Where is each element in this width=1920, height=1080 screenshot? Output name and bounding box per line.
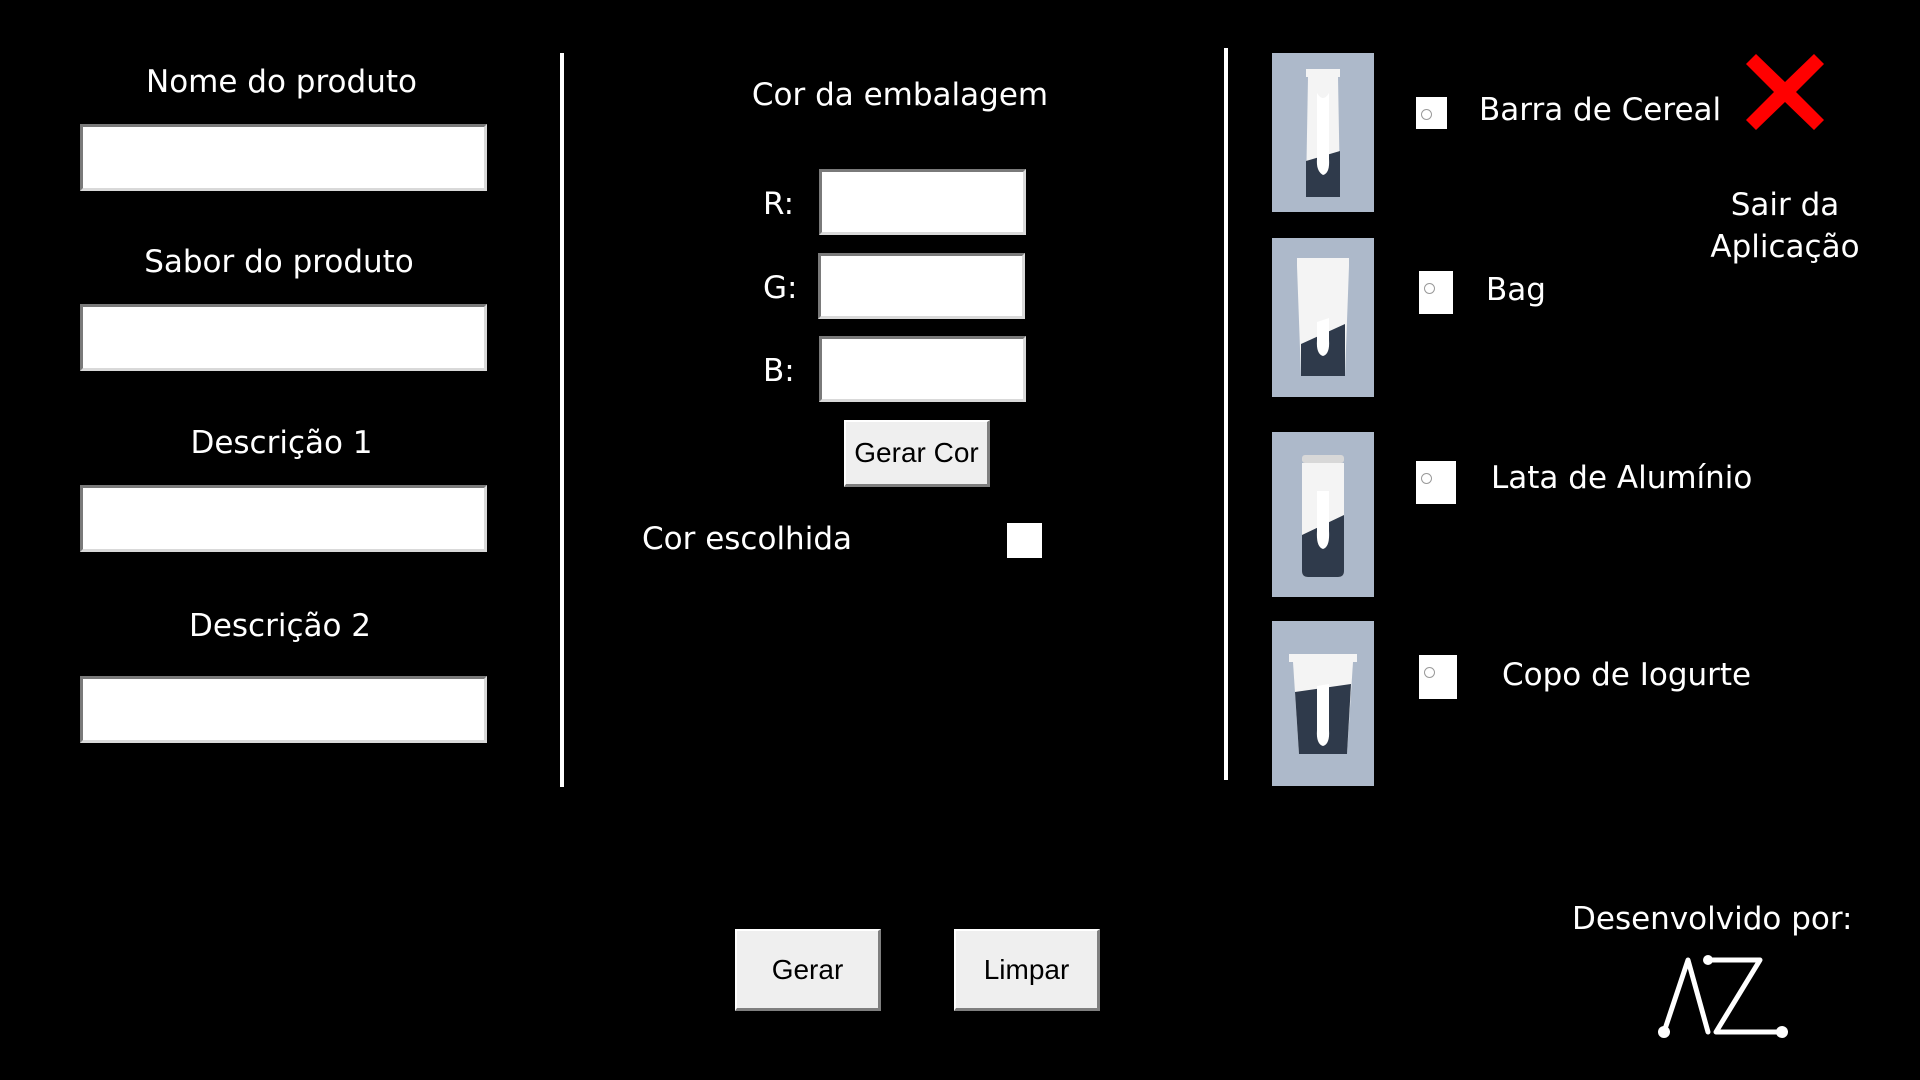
green-input[interactable] (818, 253, 1025, 319)
yogurt-cup-radio[interactable] (1419, 655, 1457, 699)
generate-button[interactable]: Gerar (735, 929, 881, 1011)
radio-dot-icon (1424, 283, 1435, 294)
exit-button[interactable] (1742, 50, 1828, 134)
chosen-color-label: Cor escolhida (642, 521, 852, 557)
aluminum-can-thumbnail (1272, 432, 1374, 597)
product-name-input[interactable] (80, 124, 487, 191)
yogurt-cup-label: Copo de Iogurte (1502, 657, 1752, 693)
chosen-color-swatch (1007, 523, 1042, 558)
cereal-bar-radio[interactable] (1416, 97, 1447, 129)
yogurt-cup-thumbnail (1272, 621, 1374, 786)
package-color-title: Cor da embalagem (751, 77, 1049, 113)
aluminum-can-radio[interactable] (1416, 461, 1456, 504)
blue-input[interactable] (819, 336, 1026, 402)
description-1-label: Descrição 1 (190, 425, 373, 461)
product-flavor-input[interactable] (80, 304, 487, 371)
generate-color-button[interactable]: Gerar Cor (844, 420, 990, 487)
radio-dot-icon (1424, 667, 1435, 678)
bag-thumbnail (1272, 238, 1374, 397)
red-input[interactable] (819, 169, 1026, 235)
bag-radio[interactable] (1419, 271, 1453, 314)
radio-dot-icon (1421, 109, 1432, 120)
description-2-input[interactable] (80, 676, 487, 743)
clear-button[interactable]: Limpar (954, 929, 1100, 1011)
cereal-bar-package-icon (1306, 68, 1340, 197)
description-1-input[interactable] (80, 485, 487, 552)
aluminum-can-icon (1302, 454, 1344, 577)
az-logo-icon (1658, 955, 1788, 1038)
exit-label[interactable]: Sair da Aplicação (1700, 184, 1870, 268)
product-name-label: Nome do produto (146, 64, 417, 100)
aluminum-can-label: Lata de Alumínio (1491, 460, 1753, 496)
product-flavor-label: Sabor do produto (144, 244, 414, 280)
blue-label: B: (763, 353, 795, 389)
cereal-bar-label: Barra de Cereal (1479, 92, 1722, 128)
red-label: R: (763, 186, 795, 222)
logo (1656, 950, 1791, 1042)
green-label: G: (763, 270, 798, 306)
radio-dot-icon (1421, 473, 1432, 484)
cereal-bar-thumbnail (1272, 53, 1374, 212)
left-divider (560, 53, 564, 787)
bag-label: Bag (1486, 272, 1546, 308)
exit-label-line-2: Aplicação (1710, 229, 1860, 265)
developed-by-label: Desenvolvido por: (1572, 901, 1853, 937)
right-divider (1224, 48, 1228, 780)
exit-label-line-1: Sair da (1730, 187, 1840, 223)
bag-package-icon (1297, 257, 1349, 376)
close-x-icon (1746, 54, 1824, 130)
description-2-label: Descrição 2 (188, 608, 372, 644)
yogurt-cup-icon (1289, 653, 1357, 754)
